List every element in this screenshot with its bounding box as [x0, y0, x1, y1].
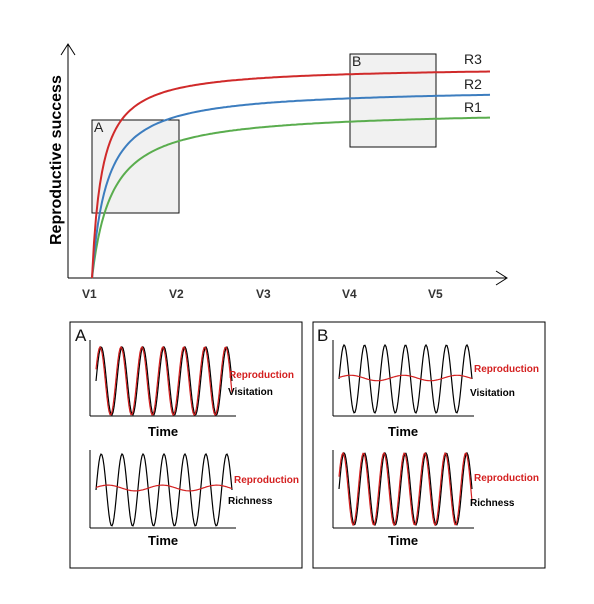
panel-a-lower-reproduction-wave — [95, 484, 233, 492]
panel-a-lower-reproduction-label: Reproduction — [234, 475, 299, 486]
panel-a-upper-visitation-label: Visitation — [228, 387, 273, 398]
curve-label-r2: R2 — [464, 76, 482, 92]
panel-a-upper-time-label: Time — [148, 424, 178, 439]
curve-r2 — [91, 93, 491, 279]
x-tick-v2: V2 — [169, 287, 184, 301]
panel-a-upper-visitation-wave — [95, 345, 233, 416]
panel-a-letter: A — [75, 326, 87, 345]
panel-a-lower-plot: Reproduction Richness Time — [89, 450, 299, 548]
panel-a-lower-time-label: Time — [148, 533, 178, 548]
x-tick-v5: V5 — [428, 287, 443, 301]
y-axis-arrowhead — [60, 43, 76, 56]
panel-a-upper-plot: Reproduction Visitation Time — [89, 340, 294, 439]
panel-b-upper-plot: Reproduction Visitation Time — [332, 340, 539, 439]
highlight-box-a — [91, 119, 180, 214]
highlight-box-a-letter: A — [94, 119, 104, 135]
panel-a-lower-richness-wave — [95, 452, 233, 527]
panel-b-upper-visitation-wave — [338, 343, 473, 414]
panel-b-upper-visitation-label: Visitation — [470, 388, 515, 399]
x-tick-v3: V3 — [256, 287, 271, 301]
panel-b-lower-reproduction-wave — [338, 451, 473, 527]
panel-a: A Reproduction Visitation Time Reproduct… — [69, 321, 303, 569]
panel-b-letter: B — [317, 326, 328, 345]
panel-a-frame — [69, 321, 303, 569]
x-tick-v1: V1 — [82, 287, 97, 301]
top-chart: A B R3 R2 R1 Reproductive success V1 V2 … — [48, 43, 508, 301]
panel-a-upper-reproduction-label: Reproduction — [229, 370, 294, 381]
curve-label-r3: R3 — [464, 51, 482, 67]
panel-b-lower-plot: Reproduction Richness Time — [332, 450, 539, 548]
curve-label-r1: R1 — [464, 99, 482, 115]
panel-a-lower-richness-label: Richness — [228, 496, 273, 507]
panel-b-lower-richness-label: Richness — [470, 498, 515, 509]
curve-r3 — [91, 70, 490, 279]
panel-b-lower-time-label: Time — [388, 533, 418, 548]
panel-a-upper-reproduction-wave — [95, 345, 233, 417]
highlight-box-b-letter: B — [352, 53, 361, 69]
panel-b-upper-time-label: Time — [388, 424, 418, 439]
panel-b: B Reproduction Visitation Time Reproduct… — [312, 321, 546, 569]
panel-b-upper-reproduction-label: Reproduction — [474, 364, 539, 375]
panel-b-lower-reproduction-label: Reproduction — [474, 473, 539, 484]
x-tick-v4: V4 — [342, 287, 357, 301]
curve-r1 — [91, 116, 490, 279]
y-axis-title: Reproductive success — [48, 75, 65, 245]
panel-b-upper-reproduction-wave — [338, 374, 473, 382]
highlight-box-b — [349, 53, 437, 148]
x-axis-arrowhead — [495, 270, 508, 286]
